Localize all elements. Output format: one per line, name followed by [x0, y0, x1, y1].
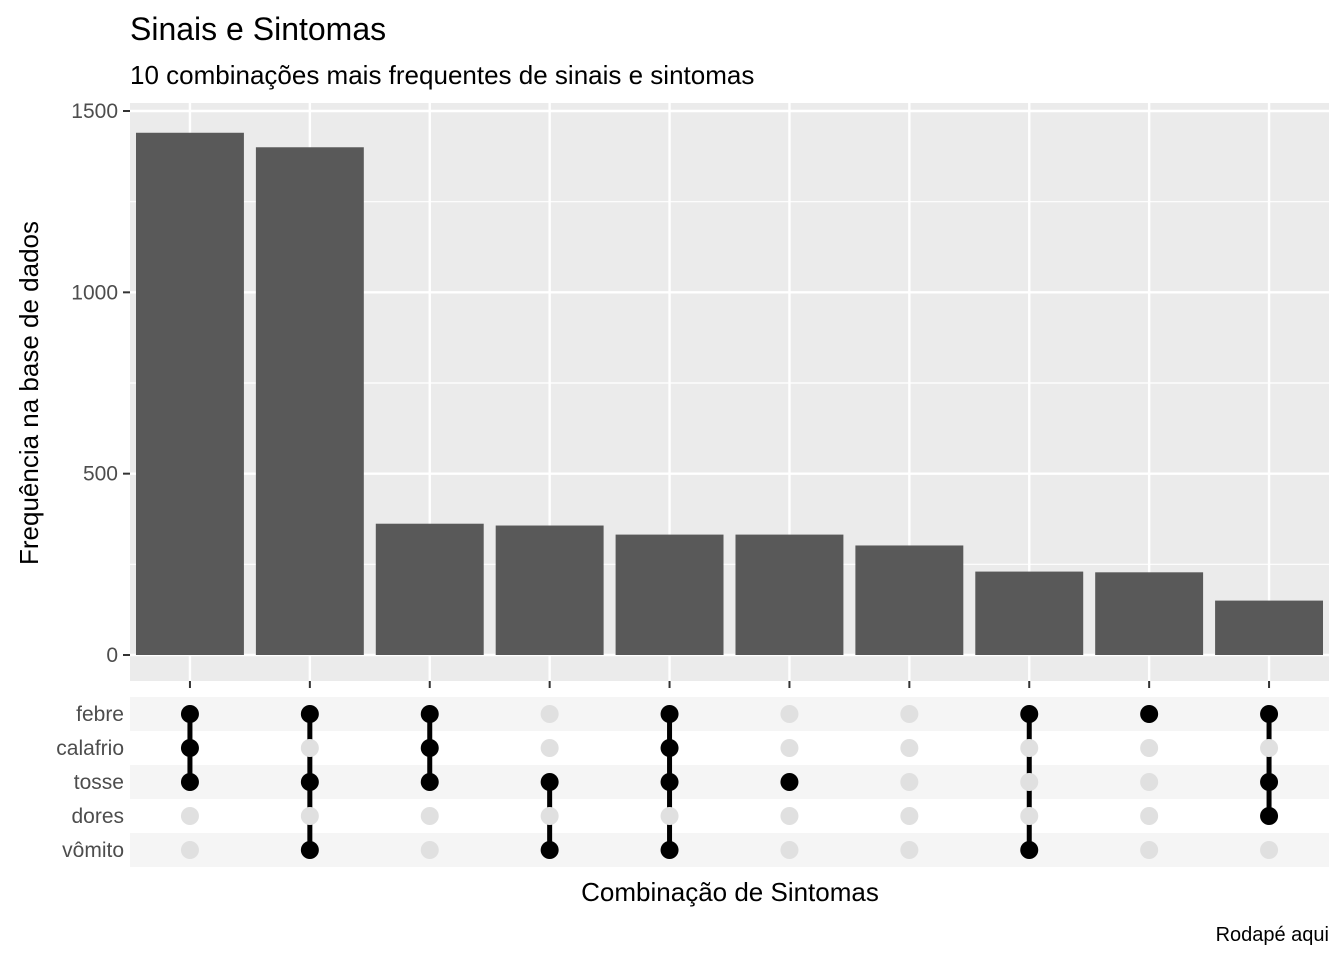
x-axis-ticks: [188, 681, 1271, 688]
active-dot: [300, 705, 319, 723]
active-dot: [1260, 773, 1279, 791]
inactive-dot: [180, 807, 199, 825]
active-dot: [540, 773, 559, 791]
bar: [1095, 572, 1204, 655]
active-dot: [420, 705, 439, 723]
y-tick-label: 1000: [71, 281, 118, 304]
active-dot: [180, 739, 199, 757]
y-tick-label: 1500: [71, 100, 118, 123]
active-dot: [1260, 705, 1279, 723]
inactive-dot: [900, 841, 919, 859]
symptom-label: vômito: [62, 839, 124, 862]
active-dot: [660, 705, 679, 723]
inactive-dot: [540, 705, 559, 723]
inactive-dot: [1140, 739, 1159, 757]
bar: [375, 523, 484, 655]
matrix-row-band: [130, 833, 1329, 867]
inactive-dot: [1140, 841, 1159, 859]
inactive-dot: [180, 841, 199, 859]
inactive-dot: [540, 807, 559, 825]
active-dot: [780, 773, 799, 791]
inactive-dot: [1140, 807, 1159, 825]
inactive-dot: [780, 841, 799, 859]
inactive-dot: [1260, 739, 1279, 757]
inactive-dot: [900, 705, 919, 723]
y-tick-label: 0: [106, 644, 118, 667]
symptom-label: calafrio: [56, 737, 124, 760]
active-dot: [180, 773, 199, 791]
inactive-dot: [300, 739, 319, 757]
active-dot: [300, 841, 319, 859]
inactive-dot: [780, 705, 799, 723]
symptom-label: tosse: [74, 771, 124, 794]
bar: [975, 571, 1084, 655]
active-dot: [1140, 705, 1159, 723]
matrix-row-band: [130, 697, 1329, 731]
symptom-label: febre: [76, 703, 124, 726]
bars: [135, 132, 1324, 655]
active-dot: [660, 739, 679, 757]
inactive-dot: [780, 739, 799, 757]
inactive-dot: [540, 739, 559, 757]
combination-matrix: febre calafrio tosse dores vômito: [56, 697, 1329, 867]
active-dot: [420, 739, 439, 757]
active-dot: [660, 841, 679, 859]
bar: [855, 545, 964, 655]
inactive-dot: [1140, 773, 1159, 791]
y-tick-label: 500: [83, 463, 118, 486]
x-axis-title: Combinação de Sintomas: [581, 877, 879, 907]
bar: [1215, 600, 1324, 655]
inactive-dot: [1260, 841, 1279, 859]
chart-caption: Rodapé aqui: [1216, 924, 1329, 946]
bar: [615, 534, 724, 655]
inactive-dot: [900, 807, 919, 825]
bar: [135, 132, 244, 655]
active-dot: [1260, 807, 1279, 825]
inactive-dot: [300, 807, 319, 825]
bar: [495, 525, 604, 655]
bar: [255, 147, 364, 655]
active-dot: [660, 773, 679, 791]
chart-title: Sinais e Sintomas: [130, 11, 386, 47]
active-dot: [420, 773, 439, 791]
inactive-dot: [1020, 773, 1039, 791]
y-axis-title: Frequência na base de dados: [14, 221, 44, 565]
inactive-dot: [780, 807, 799, 825]
inactive-dot: [1020, 807, 1039, 825]
chart-subtitle: 10 combinações mais frequentes de sinais…: [130, 60, 754, 90]
inactive-dot: [660, 807, 679, 825]
active-dot: [300, 773, 319, 791]
active-dot: [1020, 841, 1039, 859]
active-dot: [1020, 705, 1039, 723]
bar: [735, 534, 844, 655]
y-axis: 0 500 1000 1500: [71, 100, 130, 667]
inactive-dot: [900, 739, 919, 757]
inactive-dot: [900, 773, 919, 791]
matrix-row-band: [130, 765, 1329, 799]
inactive-dot: [1020, 739, 1039, 757]
inactive-dot: [420, 841, 439, 859]
active-dot: [180, 705, 199, 723]
symptom-label: dores: [71, 805, 124, 828]
active-dot: [540, 841, 559, 859]
inactive-dot: [420, 807, 439, 825]
